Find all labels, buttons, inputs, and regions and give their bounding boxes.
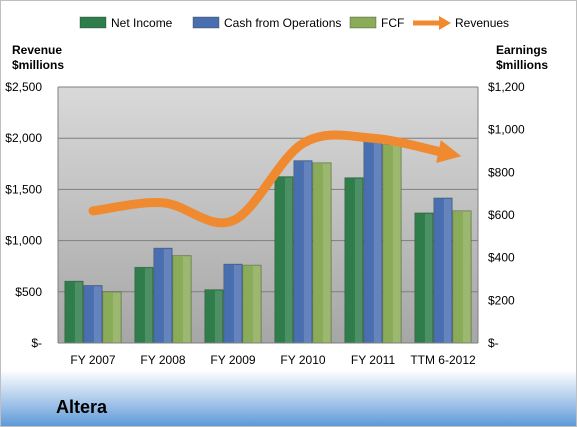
revenues-line [88,130,462,228]
bar-highlight [424,213,433,343]
bar-highlight [74,282,83,343]
axes-layer: $- $500 $1,000 $1,500 $2,000 $2,500 $- $200 $400… [5,80,525,367]
right-tick-label: $1,000 [488,123,525,137]
legend-swatch [79,16,107,29]
bar-highlight [443,198,452,343]
category-label: FY 2011 [351,353,396,367]
category-label: FY 2008 [140,353,185,367]
bar-highlight [354,178,363,343]
right-tick-label: $- [488,336,499,350]
left-axis-title-line1: Revenue [12,43,62,57]
legend-label: Cash from Operations [224,16,341,30]
bar-highlight [182,256,191,343]
right-axis-title-line1: Earnings [496,43,548,57]
right-tick-label: $1,200 [488,80,525,94]
right-tick-label: $200 [488,293,515,307]
left-tick-label: $500 [15,285,42,299]
company-name: Altera [56,397,108,417]
bar-highlight [322,163,331,343]
right-tick-label: $600 [488,208,515,222]
bar-highlight [233,265,242,343]
left-tick-label: $- [31,336,42,350]
bars-layer [64,137,472,344]
category-label: FY 2009 [210,353,255,367]
bar-highlight [112,292,121,343]
category-label: FY 2007 [70,353,115,367]
left-tick-label: $2,500 [5,80,42,94]
bar-highlight [303,161,312,343]
legend-layer: Net Income Cash from Operations FCF Revenue… [79,16,509,30]
line-layer [88,130,462,228]
category-label: FY 2010 [280,353,325,367]
bar-highlight [144,268,153,343]
right-axis-title-line2: $millions [496,58,548,72]
bar-highlight [93,286,102,343]
legend-swatch [192,16,220,29]
footer-band [1,370,576,426]
left-tick-label: $1,000 [5,234,42,248]
bar-highlight [373,139,382,343]
bar-highlight [392,145,401,343]
bar-highlight [462,211,471,343]
left-tick-label: $1,500 [5,182,42,196]
right-tick-label: $800 [488,165,515,179]
left-tick-label: $2,000 [5,131,42,145]
right-tick-label: $400 [488,251,515,265]
legend-label: Net Income [111,16,173,30]
left-axis-title-line2: $millions [12,58,64,72]
legend-label: FCF [381,16,404,30]
legend-swatch-arrow [439,16,451,30]
legend-label: Revenues [455,16,509,30]
bar-highlight [214,290,223,343]
bar-highlight [252,266,261,343]
category-label: TTM 6-2012 [410,353,476,367]
bar-highlight [163,249,172,343]
plot-area [58,87,478,343]
bar-highlight [284,177,293,343]
legend-swatch [349,16,377,29]
